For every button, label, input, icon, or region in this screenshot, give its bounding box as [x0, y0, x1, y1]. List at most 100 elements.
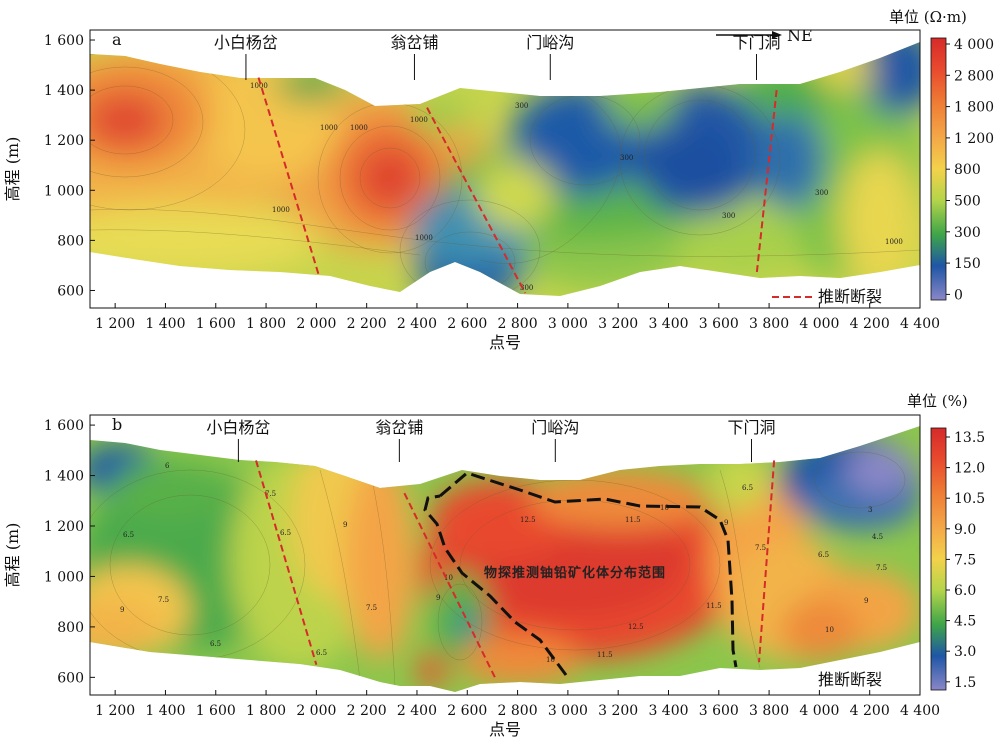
x-tick-label: 2 600	[447, 703, 487, 719]
panel-b-colorbar: 单位 (%) 13.5 12.0 10.5 9.0 7.5 6.0 4.5 3.0 1.5	[907, 392, 985, 691]
place-name: 下门洞	[733, 33, 781, 52]
colorbar-tick-label: 0	[954, 287, 963, 303]
x-tick-label: 2 600	[447, 316, 487, 332]
y-tick-label: 1 200	[44, 133, 84, 149]
panel-a-contour-labels: 1000 1000 1000 1000 1000 1000 300 300 30…	[250, 82, 903, 292]
x-axis-label: 点号	[489, 333, 521, 352]
panel-b-contour-labels: 6 6.5 9 7.5 6.5 6.5 7.5 6.5 9 7.5 10 9 1…	[120, 462, 887, 664]
panel-a: a	[3, 8, 994, 352]
x-tick-label: 3 600	[699, 703, 739, 719]
contour-label: 7.5	[158, 596, 169, 604]
panel-b-axes-frame	[89, 414, 921, 696]
colorbar-tick-label: 7.5	[954, 552, 976, 568]
x-tick-label: 3 000	[548, 703, 588, 719]
y-tick-label: 1 000	[44, 569, 84, 585]
contour-label: 7.5	[265, 490, 276, 498]
colorbar-tick-label: 1 800	[954, 100, 994, 116]
contour-label: 9	[120, 606, 124, 614]
inferred-fault	[755, 90, 778, 276]
y-tick-label: 1 000	[44, 183, 84, 199]
contour-label: 300	[520, 284, 533, 292]
panel-a-place-names: 小白杨岔 翁岔铺 门峪沟 下门洞	[214, 33, 781, 80]
contour-label: 6.5	[316, 649, 327, 657]
contour-label: 1000	[350, 124, 368, 132]
contour-label: 1000	[250, 82, 268, 90]
colorbar-tick-label: 1.5	[954, 675, 976, 691]
inferred-fault	[257, 77, 320, 276]
x-tick-label: 1 600	[196, 316, 236, 332]
y-tick-label: 600	[57, 283, 84, 299]
x-tick-label: 2 400	[397, 703, 437, 719]
y-tick-label: 1 200	[44, 519, 84, 535]
contour-label: 9	[864, 597, 868, 605]
place-name: 翁岔铺	[390, 33, 438, 52]
inferred-fault	[426, 107, 527, 294]
x-tick-label: 2 000	[296, 703, 336, 719]
contour-label: 6	[165, 462, 170, 470]
contour-label: 6.5	[818, 551, 829, 559]
x-tick-label: 3 600	[699, 316, 739, 332]
contour-label: 9	[436, 594, 440, 602]
colorbar-tick-label: 9.0	[954, 522, 976, 538]
x-tick-label: 3 400	[648, 703, 688, 719]
x-tick-label: 3 800	[749, 703, 789, 719]
place-name: 门峪沟	[526, 33, 574, 52]
contour-label: 300	[620, 154, 633, 162]
fault-legend-label: 推断断裂	[818, 670, 882, 689]
contour-label: 10	[546, 656, 555, 664]
colorbar-ticks: 4 000 2 800 1 800 1 200 800 500 300 150 0	[946, 37, 994, 303]
colorbar-ramp	[930, 427, 947, 691]
x-tick-label: 1 600	[196, 703, 236, 719]
x-tick-label: 4 200	[850, 316, 890, 332]
x-tick-label: 3 200	[598, 703, 638, 719]
colorbar-tick-label: 4.5	[954, 614, 976, 630]
panel-b-axes: 1 200 1 400 1 600 1 800 2 000 2 200 2 400 2 600…	[3, 418, 940, 739]
ore-body-outline	[423, 471, 738, 676]
contour-label: 7.5	[876, 564, 887, 572]
x-tick-label: 2 800	[498, 316, 538, 332]
y-tick-label: 1 400	[44, 83, 84, 99]
panel-a-fault-legend: 推断断裂	[772, 287, 882, 306]
contour-label: 6.5	[123, 531, 134, 539]
x-tick-label: 3 800	[749, 316, 789, 332]
colorbar-tick-label: 800	[954, 162, 981, 178]
contour-label: 9	[724, 519, 728, 527]
y-tick-label: 1 400	[44, 469, 84, 485]
panel-b-place-names: 小白杨岔 翁岔铺 门峪沟 下门洞	[206, 418, 775, 462]
panel-a-label: a	[112, 30, 122, 49]
contour-label: 12.5	[628, 623, 644, 631]
y-tick-label: 600	[57, 670, 84, 686]
x-tick-label: 4 400	[900, 703, 940, 719]
contour-label: 3	[868, 506, 872, 514]
place-name: 门峪沟	[531, 418, 579, 437]
contour-label: 9	[343, 521, 347, 529]
contour-label: 1000	[410, 116, 428, 124]
inferred-fault	[758, 460, 776, 663]
colorbar-tick-label: 12.0	[954, 461, 985, 477]
ore-body-label: 物探推测铀铅矿化体分布范围	[484, 565, 666, 581]
y-axis-label: 高程 (m)	[3, 137, 22, 202]
y-tick-label: 1 600	[44, 418, 84, 434]
place-name: 小白杨岔	[206, 418, 270, 437]
panel-a-axes: 1 200 1 400 1 600 1 800 2 000 2 200 2 400 2 600…	[3, 33, 940, 352]
place-name: 下门洞	[727, 418, 775, 437]
colorbar-tick-label: 6.0	[954, 583, 976, 599]
x-tick-label: 3 400	[648, 316, 688, 332]
panel-a-axes-frame	[89, 29, 921, 309]
fault-legend-label: 推断断裂	[818, 287, 882, 306]
colorbar-tick-label: 13.5	[954, 430, 985, 446]
x-tick-label: 3 200	[598, 316, 638, 332]
panel-a-colorbar: 单位 (Ω·m) 4 000 2 800 1 800 1 200 800 500 300 15…	[889, 8, 994, 303]
y-tick-label: 1 600	[44, 33, 84, 49]
colorbar-tick-label: 10.5	[954, 491, 985, 507]
colorbar-tick-label: 1 200	[954, 131, 994, 147]
contour-label: 11.5	[706, 602, 722, 610]
colorbar-title: 单位 (%)	[907, 392, 968, 410]
x-tick-label: 1 200	[95, 703, 135, 719]
colorbar-tick-label: 150	[954, 256, 981, 272]
x-tick-label: 2 400	[397, 316, 437, 332]
panel-b-faults	[255, 460, 776, 678]
contour-label: 300	[722, 212, 735, 220]
colorbar-ramp	[930, 37, 947, 301]
